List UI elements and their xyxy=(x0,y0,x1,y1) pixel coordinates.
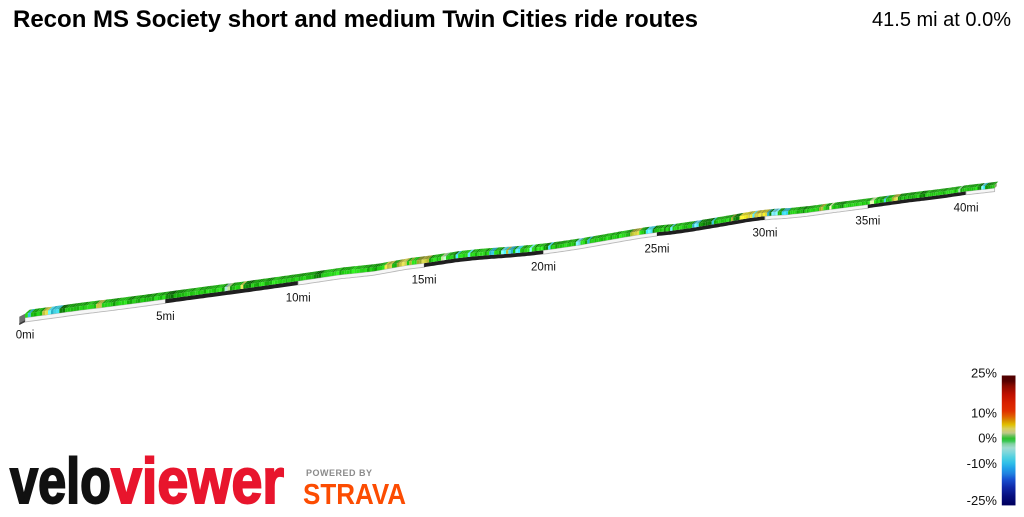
svg-text:viewer: viewer xyxy=(111,445,284,512)
svg-text:35mi: 35mi xyxy=(855,216,880,228)
svg-text:10mi: 10mi xyxy=(286,293,311,305)
svg-text:20mi: 20mi xyxy=(531,262,556,274)
svg-text:30mi: 30mi xyxy=(753,227,778,239)
svg-text:40mi: 40mi xyxy=(954,202,979,214)
svg-text:STRAVA: STRAVA xyxy=(303,479,406,511)
svg-text:velo: velo xyxy=(10,445,111,512)
svg-text:-10%: -10% xyxy=(967,456,998,471)
svg-text:5mi: 5mi xyxy=(156,311,175,323)
svg-text:41.5 mi at 0.0%: 41.5 mi at 0.0% xyxy=(872,9,1011,31)
svg-text:-25%: -25% xyxy=(967,493,998,508)
svg-text:0mi: 0mi xyxy=(16,330,35,342)
svg-text:25mi: 25mi xyxy=(645,244,670,256)
svg-text:25%: 25% xyxy=(971,365,997,380)
svg-text:15mi: 15mi xyxy=(412,275,437,287)
svg-text:POWERED BY: POWERED BY xyxy=(306,468,373,478)
svg-text:0%: 0% xyxy=(978,431,997,446)
svg-text:10%: 10% xyxy=(971,405,997,420)
svg-text:Recon MS Society short and med: Recon MS Society short and medium Twin C… xyxy=(13,6,698,33)
